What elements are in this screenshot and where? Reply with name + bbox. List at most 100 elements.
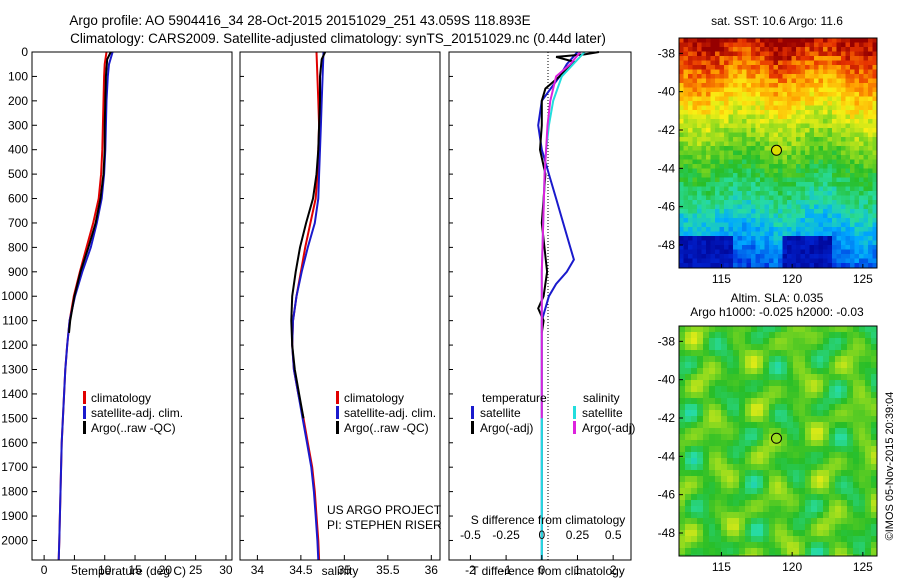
sst-cell <box>710 119 716 124</box>
sst-cell <box>688 200 693 205</box>
sst-cell <box>737 114 743 120</box>
sst-cell <box>850 254 855 259</box>
sst-cell <box>746 195 752 201</box>
sst-cell <box>769 141 774 147</box>
sla-cell <box>733 482 740 489</box>
sst-cell <box>872 110 877 115</box>
sst-cell <box>760 101 765 106</box>
sst-cell <box>836 258 842 264</box>
sst-cell <box>872 200 877 205</box>
sla-cell <box>775 374 782 381</box>
sla-cell <box>799 422 806 429</box>
sst-cell <box>872 42 877 48</box>
sst-cell <box>814 60 819 66</box>
sst-cell <box>724 159 729 165</box>
sst-cell <box>787 240 792 246</box>
sst-cell <box>809 119 815 124</box>
sst-cell <box>782 200 788 205</box>
sla-cell <box>745 530 752 537</box>
sst-cell <box>850 56 855 61</box>
sst-cell <box>755 146 761 151</box>
sla-cell <box>847 440 854 447</box>
sst-cell <box>719 105 725 111</box>
sst-cell <box>755 249 761 255</box>
sla-cell <box>835 416 842 423</box>
sst-cell <box>773 258 779 264</box>
sla-cell <box>715 380 722 387</box>
sla-cell <box>829 326 836 333</box>
sla-cell <box>751 452 758 459</box>
sst-cell <box>877 254 882 259</box>
sst-cell <box>814 213 819 219</box>
sst-cell <box>751 191 756 196</box>
sst-cell <box>859 119 864 124</box>
sst-cell <box>845 177 851 183</box>
sst-cell <box>755 245 761 250</box>
sla-cell <box>793 374 800 381</box>
sst-cell <box>760 227 765 232</box>
sst-cell <box>710 231 716 237</box>
sst-cell <box>827 245 833 250</box>
sst-cell <box>823 218 828 223</box>
sst-cell <box>827 42 833 48</box>
sla-cell <box>817 470 824 477</box>
sla-cell <box>847 524 854 531</box>
sst-cell <box>764 60 770 66</box>
sst-cell <box>823 173 828 178</box>
sst-cell <box>845 74 851 79</box>
sst-cell <box>715 128 720 133</box>
sst-cell <box>854 177 860 183</box>
sla-cell <box>811 482 818 489</box>
sst-cell <box>796 47 801 52</box>
sst-cell <box>724 42 729 48</box>
sst-cell <box>872 227 877 232</box>
sst-cell <box>850 69 855 75</box>
sla-cell <box>703 536 710 543</box>
sst-cell <box>769 254 774 259</box>
sst-cell <box>827 141 833 147</box>
sst-cell <box>814 74 819 79</box>
t-difference-xlabel: T difference from climatology <box>471 564 625 578</box>
sst-cell <box>742 213 747 219</box>
sst-cell <box>800 119 806 124</box>
sla-cell <box>757 476 764 483</box>
sst-cell <box>818 137 824 142</box>
sst-cell <box>773 110 779 115</box>
legend-swatch-s-satellite <box>573 406 576 419</box>
sst-cell <box>800 222 806 228</box>
sst-cell <box>706 249 711 255</box>
sst-cell <box>755 191 761 196</box>
sst-cell <box>701 191 707 196</box>
sst-cell <box>683 240 689 246</box>
sla-cell <box>853 404 860 411</box>
sla-cell <box>715 482 722 489</box>
sla-map-field <box>679 326 877 556</box>
sla-cell <box>757 524 764 531</box>
sst-cell <box>877 61 882 66</box>
sst-cell <box>719 240 725 246</box>
sla-cell <box>739 554 746 556</box>
sst-cell <box>764 42 770 48</box>
sla-cell <box>853 500 860 507</box>
sst-cell <box>688 177 693 183</box>
sst-cell <box>827 177 833 183</box>
sst-cell <box>737 254 743 259</box>
sla-cell <box>835 470 842 477</box>
sla-cell <box>787 326 794 333</box>
sst-cell <box>868 92 873 97</box>
sst-cell <box>773 132 779 138</box>
sla-cell <box>769 434 776 441</box>
sla-cell <box>811 338 818 345</box>
sst-cell <box>854 173 860 178</box>
sla-cell <box>871 386 877 393</box>
sst-cell <box>859 47 864 52</box>
sst-cell <box>809 177 815 183</box>
sst-cell <box>737 105 743 111</box>
sst-cell <box>841 74 846 79</box>
sst-cell <box>728 227 734 232</box>
sla-cell <box>763 446 770 453</box>
sla-cell <box>817 374 824 381</box>
sst-cell <box>796 227 801 232</box>
sla-cell <box>751 332 758 339</box>
sla-cell <box>829 404 836 411</box>
